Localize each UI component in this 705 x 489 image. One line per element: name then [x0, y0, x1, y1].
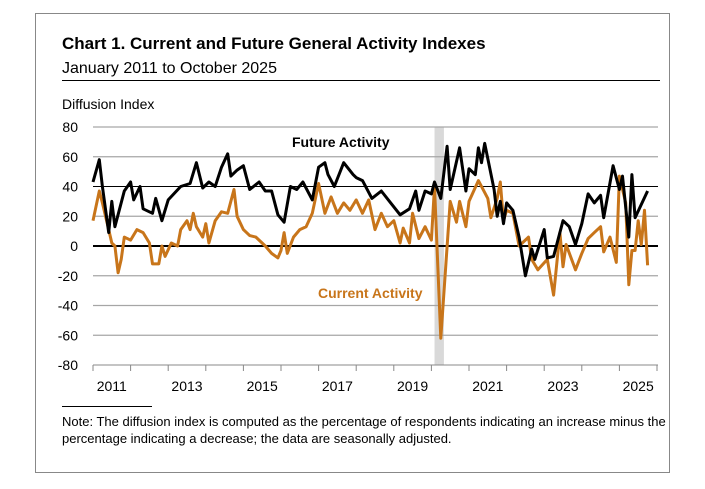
- series-label-future-activity: Future Activity: [292, 134, 390, 150]
- chart-note: Note: The diffusion index is computed as…: [62, 414, 666, 446]
- x-tick-label: 2017: [322, 378, 353, 394]
- x-tick-label: 2023: [547, 378, 578, 394]
- y-tick-label: 80: [62, 119, 78, 135]
- chart-frame: [35, 13, 670, 473]
- chart-subtitle: January 2011 to October 2025: [62, 60, 277, 77]
- note-divider: [62, 406, 152, 407]
- y-tick-label: 40: [62, 179, 78, 195]
- x-tick-label: 2021: [472, 378, 503, 394]
- x-tick-label: 2011: [97, 378, 127, 394]
- series-label-current-activity: Current Activity: [318, 285, 423, 301]
- title-divider: [62, 80, 660, 81]
- y-tick-label: -60: [58, 327, 78, 343]
- series-line-future-activity: [91, 141, 649, 278]
- y-tick-label: -40: [58, 298, 78, 314]
- x-tick-label: 2015: [247, 378, 278, 394]
- series-line-current-activity: [91, 174, 650, 340]
- y-tick-label: 0: [70, 238, 78, 254]
- y-tick-label: -20: [58, 268, 78, 284]
- x-tick-label: 2019: [397, 378, 428, 394]
- x-tick-label: 2025: [623, 378, 654, 394]
- y-tick-label: -80: [58, 357, 78, 373]
- y-axis-label: Diffusion Index: [62, 96, 155, 112]
- y-tick-label: 20: [62, 208, 78, 224]
- y-tick-label: 60: [62, 149, 78, 165]
- x-tick-label: 2013: [171, 378, 202, 394]
- chart-title: Chart 1. Current and Future General Acti…: [62, 34, 486, 53]
